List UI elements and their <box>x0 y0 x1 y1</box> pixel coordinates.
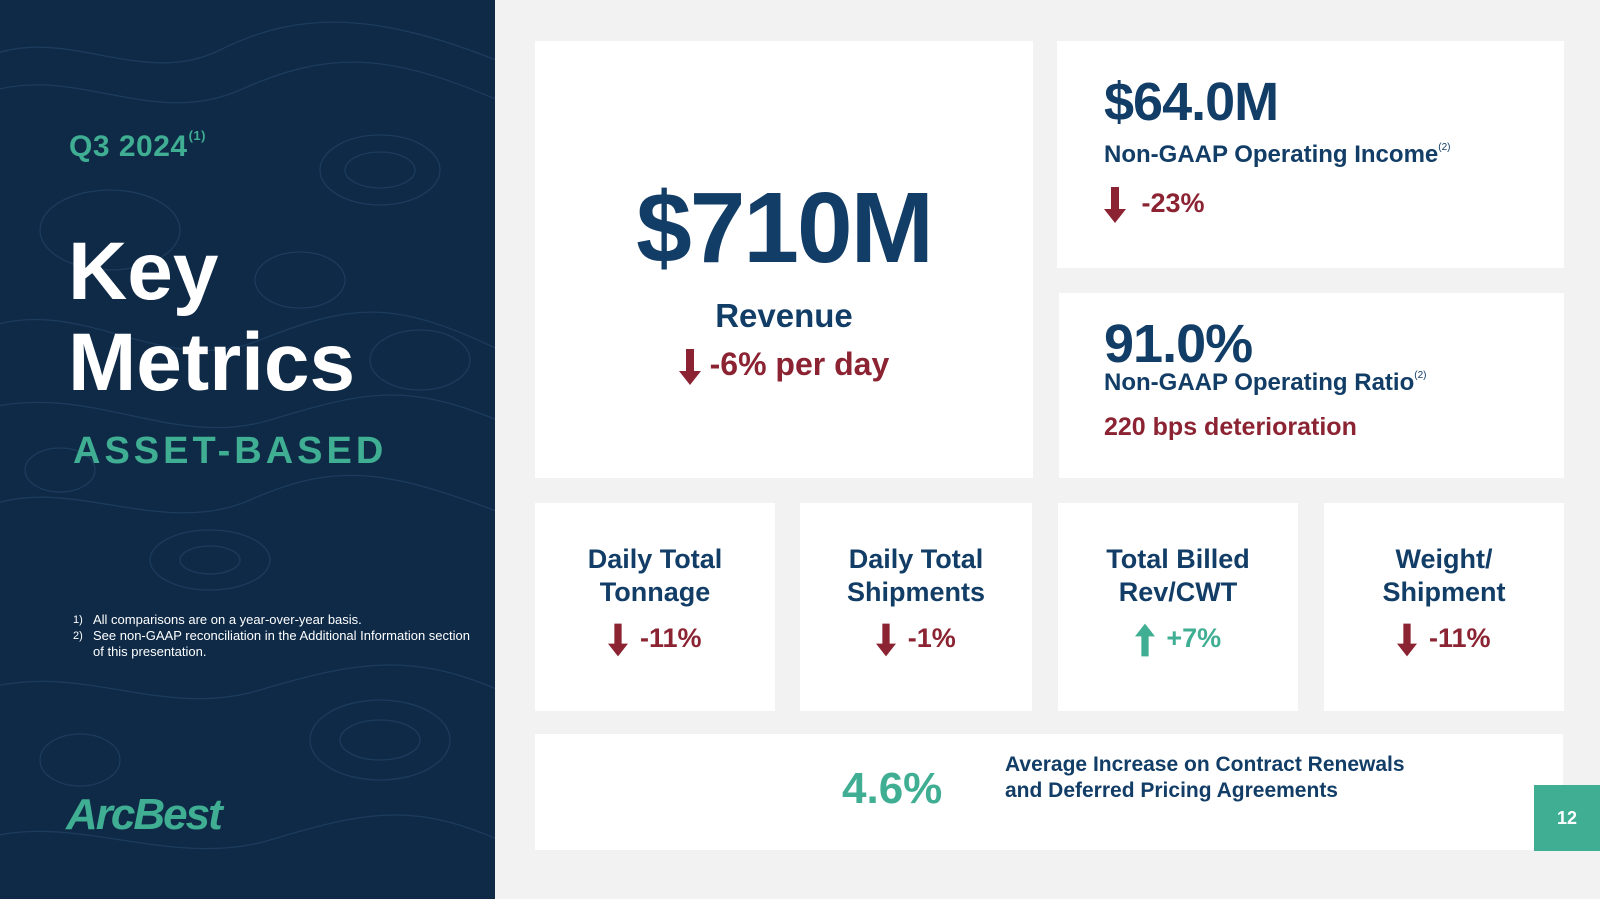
metric-change-text: +7% <box>1166 623 1222 654</box>
operating-income-label: Non-GAAP Operating Income(2) <box>1104 141 1451 169</box>
sidebar-panel: Q3 2024(1) Key Metrics ASSET-BASED 1) Al… <box>0 0 495 899</box>
metric-card-daily-tonnage: Daily Total Tonnage -11% <box>535 503 775 711</box>
metric-title-line-2: Shipments <box>846 577 986 607</box>
footnote-number: 2) <box>73 630 83 642</box>
metric-change: +7% <box>1058 623 1298 657</box>
footnote-text: See non-GAAP reconciliation in the Addit… <box>93 628 470 659</box>
arrow-up-icon <box>1134 623 1155 657</box>
pricing-label: Average Increase on Contract Renewals an… <box>1005 752 1405 804</box>
metric-title: Daily Total Shipments <box>800 543 1032 609</box>
period-text: Q3 2024 <box>69 130 188 163</box>
operating-income-change-text: -23% <box>1141 188 1205 219</box>
revenue-label: Revenue <box>715 297 853 334</box>
metric-card-weight-shipment: Weight/ Shipment -11% <box>1324 503 1564 711</box>
metric-change: -1% <box>800 623 1032 657</box>
arrow-down-icon <box>876 623 897 657</box>
operating-ratio-label: Non-GAAP Operating Ratio(2) <box>1104 369 1426 397</box>
metric-change-text: -11% <box>639 623 702 654</box>
pricing-card: 4.6% Average Increase on Contract Renewa… <box>535 734 1563 850</box>
metric-title-line-2: Tonnage <box>599 577 711 607</box>
operating-income-value: $64.0M <box>1104 72 1279 132</box>
pricing-label-line-1: Average Increase on Contract Renewals <box>1005 753 1405 776</box>
footnote-text: All comparisons are on a year-over-year … <box>93 612 362 627</box>
metric-title-line-2: Rev/CWT <box>1118 577 1238 607</box>
revenue-card: $710M Revenue -6% per day <box>535 41 1033 478</box>
arrow-down-icon <box>1397 623 1418 657</box>
operating-income-label-text: Non-GAAP Operating Income <box>1104 141 1439 168</box>
metric-change-text: -11% <box>1428 623 1491 654</box>
page-title: Key Metrics <box>68 226 355 408</box>
footnote-number: 1) <box>73 614 83 626</box>
operating-ratio-card: 91.0% Non-GAAP Operating Ratio(2) 220 bp… <box>1059 293 1564 478</box>
metric-title: Daily Total Tonnage <box>535 543 775 609</box>
metric-title-line-1: Daily Total <box>587 544 723 574</box>
pricing-value: 4.6% <box>842 764 943 813</box>
revenue-value: $710M <box>636 172 934 284</box>
metric-title-line-1: Total Billed <box>1106 544 1250 574</box>
metric-card-daily-shipments: Daily Total Shipments -1% <box>800 503 1032 711</box>
report-period: Q3 2024(1) <box>69 128 206 164</box>
metric-change: -11% <box>1324 623 1564 657</box>
metric-change: -11% <box>535 623 775 657</box>
segment-label: ASSET-BASED <box>73 430 388 472</box>
footnote-ref: (2) <box>1438 142 1451 153</box>
title-line-1: Key <box>68 226 219 317</box>
operating-income-card: $64.0M Non-GAAP Operating Income(2) -23% <box>1057 41 1564 268</box>
metric-title: Total Billed Rev/CWT <box>1058 543 1298 609</box>
footnote-2: 2) See non-GAAP reconciliation in the Ad… <box>73 628 473 660</box>
arrow-down-icon <box>1104 187 1126 223</box>
topographic-background <box>0 21 495 850</box>
metric-title-line-1: Weight/ <box>1395 544 1493 574</box>
metric-title: Weight/ Shipment <box>1324 543 1564 609</box>
pricing-label-line-2: and Deferred Pricing Agreements <box>1005 779 1338 802</box>
operating-ratio-change: 220 bps deterioration <box>1104 413 1357 441</box>
arcbest-logo: ArcBest <box>66 790 223 839</box>
operating-ratio-label-text: Non-GAAP Operating Ratio <box>1104 369 1415 396</box>
title-line-2: Metrics <box>68 317 356 408</box>
footnote-ref: (2) <box>1414 370 1427 381</box>
operating-ratio-value: 91.0% <box>1104 314 1253 374</box>
revenue-change: -6% per day <box>535 346 1033 385</box>
metric-title-line-1: Daily Total <box>848 544 984 574</box>
metric-title-line-2: Shipment <box>1382 577 1506 607</box>
revenue-change-text: -6% per day <box>709 346 890 382</box>
page-number: 12 <box>1534 785 1600 851</box>
arrow-down-icon <box>678 348 701 385</box>
metric-card-billed-rev-cwt: Total Billed Rev/CWT +7% <box>1058 503 1298 711</box>
arrow-down-icon <box>608 623 629 657</box>
metric-change-text: -1% <box>907 623 956 654</box>
period-footnote-ref: (1) <box>188 128 206 143</box>
operating-income-change: -23% <box>1104 187 1205 223</box>
footnotes: 1) All comparisons are on a year-over-ye… <box>73 612 473 660</box>
footnote-1: 1) All comparisons are on a year-over-ye… <box>73 612 473 628</box>
